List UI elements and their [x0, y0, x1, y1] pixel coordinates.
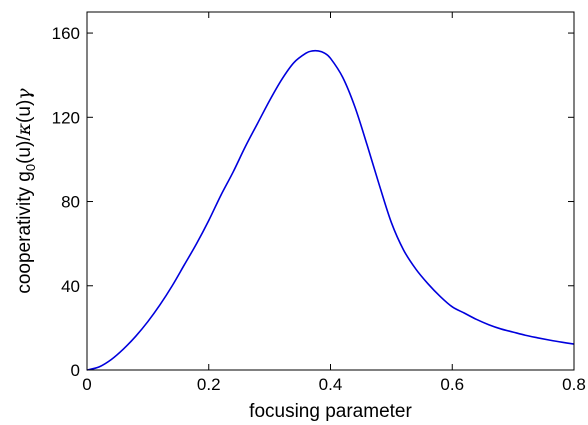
x-tick-label: 0.8	[562, 375, 586, 394]
x-tick-label: 0.2	[197, 375, 221, 394]
tick-labels: 0 0.2 0.4 0.6 0.8 0 40 80 120 160	[52, 24, 586, 394]
x-tick-label: 0.4	[319, 375, 343, 394]
y-label-gamma: γ	[13, 88, 35, 100]
plot-frame	[86, 11, 575, 371]
y-label-kappa: κ	[13, 122, 35, 136]
y-axis-label: cooperativity g0(u)/κ(u)γ	[13, 88, 38, 294]
tick-marks	[86, 12, 575, 371]
y-label-mid: (u)/	[14, 135, 35, 164]
x-tick-label: 0.6	[440, 375, 464, 394]
y-tick-label: 80	[61, 193, 80, 212]
x-axis-label: focusing parameter	[249, 401, 412, 422]
series-line	[86, 49, 575, 371]
x-tick-label: 0	[82, 375, 91, 394]
y-tick-label: 120	[52, 108, 80, 127]
y-label-prefix: cooperativity g	[14, 171, 35, 294]
y-label-suffix: (u)	[14, 100, 35, 123]
y-tick-label: 40	[61, 277, 80, 296]
y-tick-label: 160	[52, 24, 80, 43]
y-tick-label: 0	[71, 361, 80, 380]
y-label-subscript: 0	[23, 164, 38, 171]
